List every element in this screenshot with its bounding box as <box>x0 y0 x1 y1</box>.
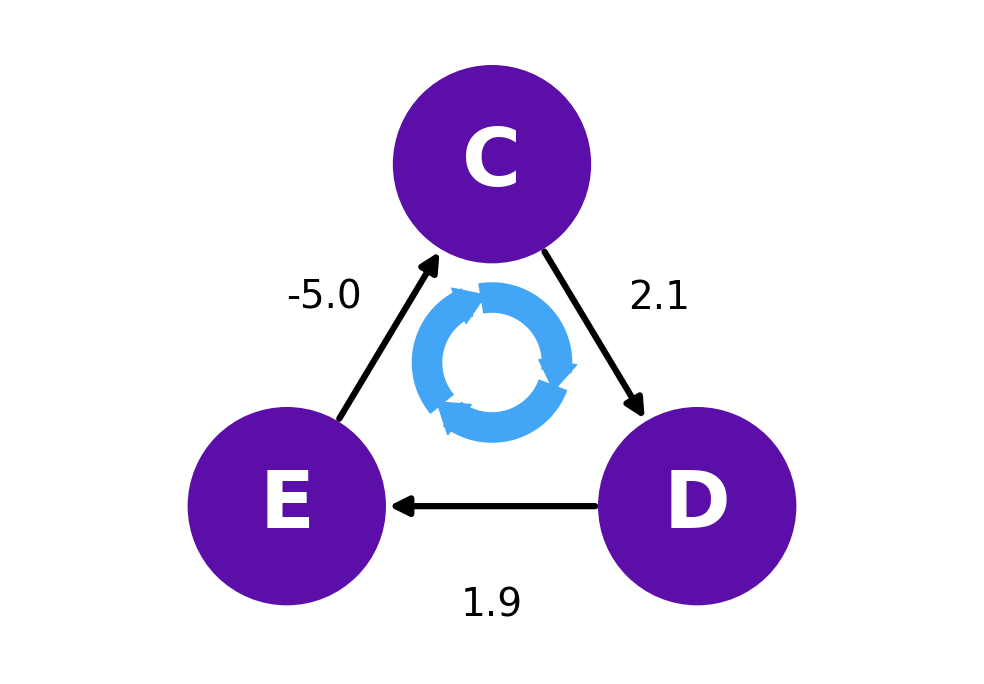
Text: C: C <box>462 125 522 203</box>
Polygon shape <box>452 288 485 324</box>
Circle shape <box>598 407 796 605</box>
Circle shape <box>188 407 386 605</box>
Text: -5.0: -5.0 <box>286 278 362 317</box>
Text: D: D <box>664 467 731 545</box>
Text: 2.1: 2.1 <box>629 278 691 317</box>
Polygon shape <box>538 359 577 391</box>
Circle shape <box>393 65 591 263</box>
Polygon shape <box>437 402 471 435</box>
Text: 1.9: 1.9 <box>461 586 523 624</box>
Text: E: E <box>260 467 314 545</box>
